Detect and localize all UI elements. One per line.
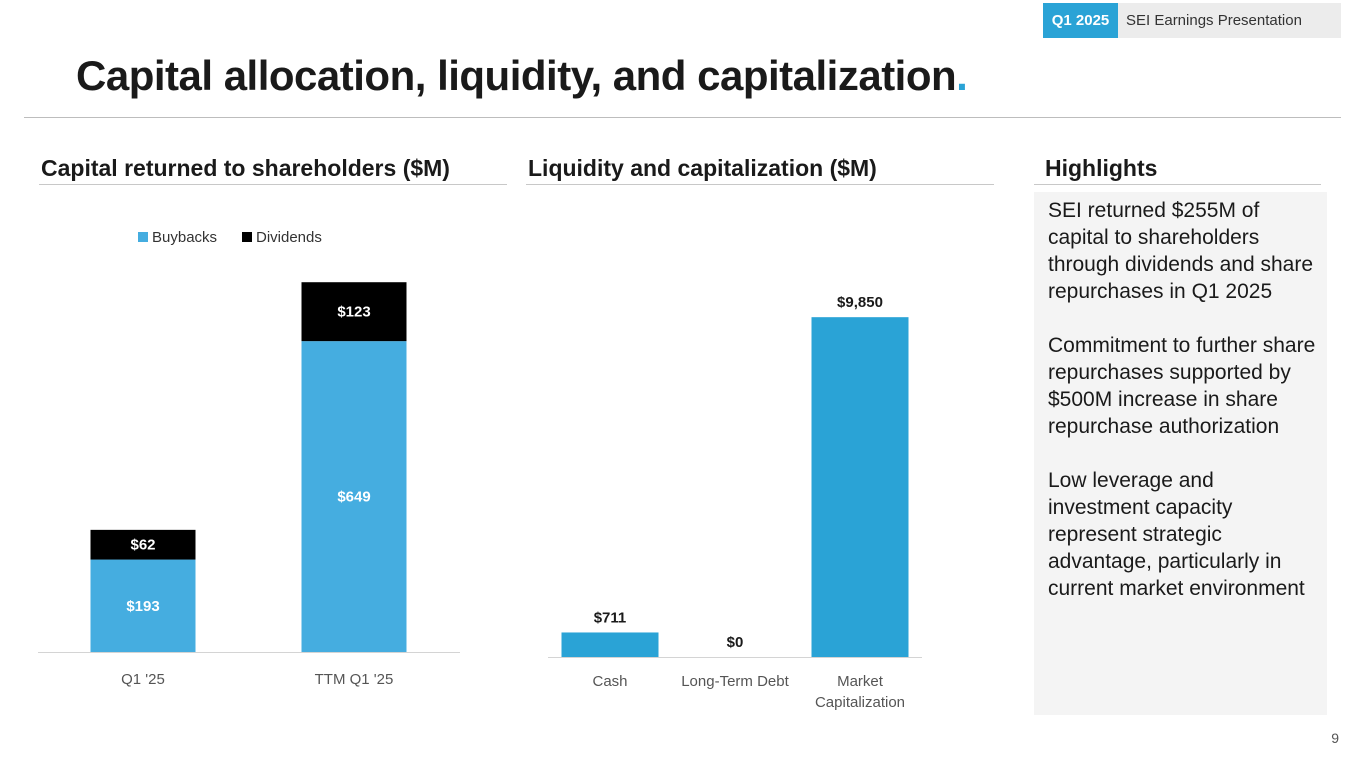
x-tick-label-1: Cash xyxy=(592,673,627,690)
data-label-buybacks-2: $649 xyxy=(337,489,370,506)
x-tick-label-2: Long-Term Debt xyxy=(681,673,789,690)
quarter-tag: Q1 2025 xyxy=(1043,3,1118,38)
data-label-2: $0 xyxy=(727,634,744,651)
page-title: Capital allocation, liquidity, and capit… xyxy=(76,52,968,100)
x-tick-label-3-line-2: Capitalization xyxy=(815,694,905,711)
capital-returned-chart: $193 $62 Q1 '25 $649 $123 TTM Q1 '25 Buybacks D… xyxy=(38,229,460,688)
presentation-name: SEI Earnings Presentation xyxy=(1118,3,1341,38)
page-title-text: Capital allocation, liquidity, and capit… xyxy=(76,52,957,99)
legend-label-dividends: Dividends xyxy=(256,229,322,246)
bar-buybacks-1 xyxy=(90,559,196,652)
x-tick-label-3-line-1: Market xyxy=(837,673,884,690)
bar-dividends-2 xyxy=(301,282,407,342)
title-divider xyxy=(24,117,1341,118)
header-tag: Q1 2025 SEI Earnings Presentation xyxy=(1043,3,1341,38)
data-label-3: $9,850 xyxy=(837,294,883,311)
data-label-1: $711 xyxy=(594,609,627,626)
legend-swatch-buybacks xyxy=(138,232,148,242)
legend-label-buybacks: Buybacks xyxy=(152,229,217,246)
highlights-panel: SEI returned $255M of capital to shareho… xyxy=(1034,192,1327,715)
legend-swatch-dividends xyxy=(242,232,252,242)
data-label-dividends-2: $123 xyxy=(337,304,370,321)
highlight-item-2: Commitment to further share repurchases … xyxy=(1048,334,1316,438)
data-label-dividends-1: $62 xyxy=(130,537,155,554)
section-title-liquidity: Liquidity and capitalization ($M) xyxy=(528,155,877,181)
title-dot: . xyxy=(956,52,968,99)
page-number: 9 xyxy=(1331,730,1339,746)
section-title-highlights: Highlights xyxy=(1045,155,1158,181)
bar-buybacks-2 xyxy=(301,341,407,652)
bar-dividends-1 xyxy=(90,529,196,560)
x-tick-label-1: Q1 '25 xyxy=(121,671,165,688)
bar-3 xyxy=(811,317,909,657)
data-label-buybacks-1: $193 xyxy=(126,598,159,615)
section-divider-liquidity xyxy=(526,184,994,185)
highlight-item-3: Low leverage and investment capacity rep… xyxy=(1048,469,1305,600)
x-tick-label-2: TTM Q1 '25 xyxy=(315,671,394,688)
section-divider-highlights xyxy=(1034,184,1321,185)
section-divider-capital-returned xyxy=(39,184,507,185)
bar-1 xyxy=(561,632,659,657)
liquidity-chart: $711 Cash $0 Long-Term Debt $9,850 Market Capi… xyxy=(548,294,922,711)
highlight-item-1: SEI returned $255M of capital to shareho… xyxy=(1048,199,1314,303)
section-title-capital-returned: Capital returned to shareholders ($M) xyxy=(41,155,450,181)
